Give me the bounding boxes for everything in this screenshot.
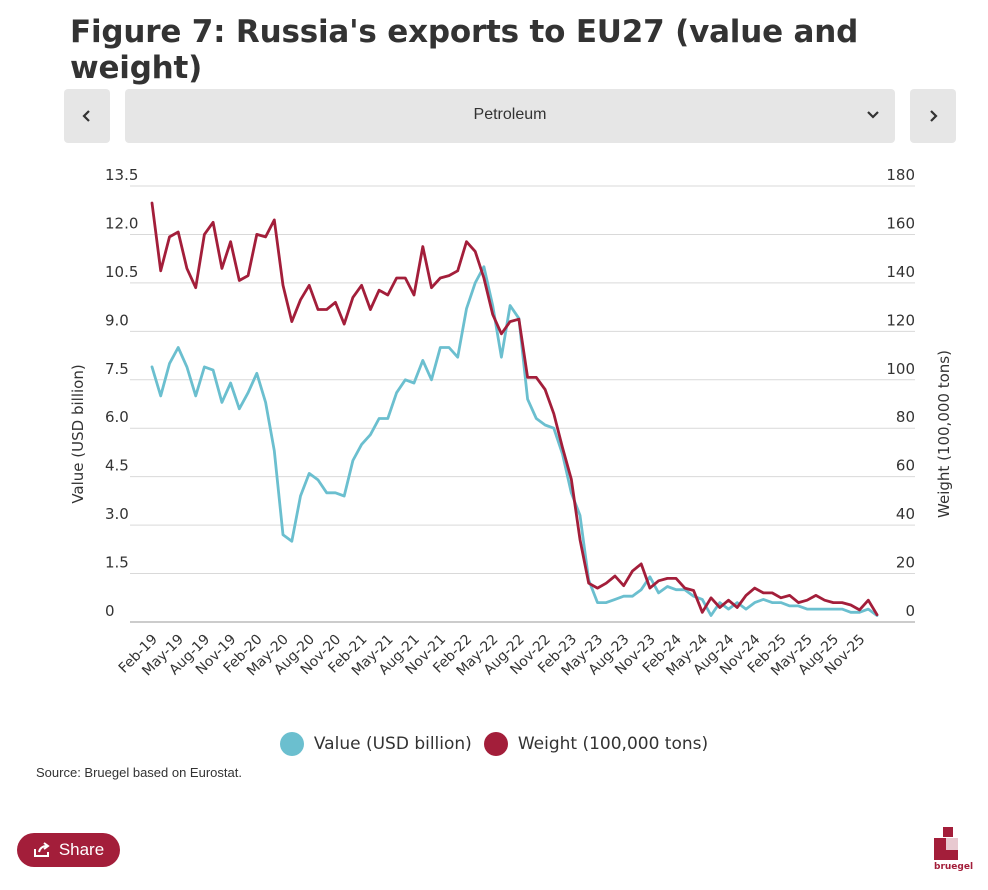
y-tick-label-right: 40 bbox=[896, 505, 915, 523]
y-tick-label-left: 13.5 bbox=[105, 166, 138, 184]
y-tick-label-left: 4.5 bbox=[105, 457, 129, 475]
chart-series bbox=[150, 201, 879, 617]
category-select[interactable]: Petroleum bbox=[125, 89, 895, 143]
x-axis-ticks: Feb-19May-19Aug-19Nov-19Feb-20May-20Aug-… bbox=[116, 631, 869, 679]
chevron-right-icon bbox=[930, 110, 938, 122]
series-line-value bbox=[150, 265, 879, 617]
y-tick-label-right: 160 bbox=[886, 214, 915, 232]
y-tick-label-right: 100 bbox=[886, 360, 915, 378]
chevron-left-icon bbox=[82, 110, 90, 122]
legend-label-value: Value (USD billion) bbox=[313, 734, 472, 754]
chart: 0 1.5 3.0 4.5 6.0 7.5 9.0 10.5 12.0 13.5 0 20 40 60 8… bbox=[69, 166, 953, 679]
y-tick-label-right: 180 bbox=[886, 166, 915, 184]
category-select-value: Petroleum bbox=[473, 106, 547, 123]
y-tick-label-left: 0 bbox=[105, 602, 115, 620]
share-icon bbox=[33, 842, 51, 858]
y-axis-label-left: Value (USD billion) bbox=[69, 364, 87, 503]
y-tick-label-left: 3.0 bbox=[105, 505, 129, 523]
share-label: Share bbox=[58, 840, 105, 859]
left-axis-ticks: 0 1.5 3.0 4.5 6.0 7.5 9.0 10.5 12.0 13.5 bbox=[105, 166, 138, 620]
legend-swatch-value bbox=[279, 732, 304, 756]
y-tick-label-left: 1.5 bbox=[105, 554, 129, 572]
y-tick-label-right: 0 bbox=[905, 602, 915, 620]
y-tick-label-left: 7.5 bbox=[105, 360, 129, 378]
next-button[interactable] bbox=[910, 89, 956, 143]
y-axis-label-right: Weight (100,000 tons) bbox=[935, 350, 953, 518]
chart-grid bbox=[130, 185, 915, 623]
legend: Value (USD billion) Weight (100,000 tons… bbox=[0, 732, 988, 756]
y-tick-label-right: 120 bbox=[886, 311, 915, 329]
bruegel-logo[interactable] bbox=[930, 826, 970, 874]
page-title: Figure 7: Russia's exports to EU27 (valu… bbox=[70, 14, 859, 86]
chevron-down-icon bbox=[867, 111, 879, 119]
y-tick-label-left: 12.0 bbox=[105, 214, 138, 232]
legend-swatch-weight bbox=[483, 732, 508, 756]
y-tick-label-right: 80 bbox=[896, 408, 915, 426]
source-note: Source: Bruegel based on Eurostat. bbox=[36, 765, 242, 780]
y-tick-label-right: 140 bbox=[886, 263, 915, 281]
legend-item-value[interactable]: Value (USD billion) bbox=[279, 732, 472, 756]
series-line-weight bbox=[150, 201, 879, 617]
y-tick-label-left: 9.0 bbox=[105, 311, 129, 329]
legend-item-weight[interactable]: Weight (100,000 tons) bbox=[483, 732, 709, 756]
y-tick-label-left: 6.0 bbox=[105, 408, 129, 426]
legend-label-weight: Weight (100,000 tons) bbox=[517, 734, 709, 754]
logo-text: bruegel bbox=[934, 862, 974, 872]
right-axis-ticks: 0 20 40 60 80 100 120 140 160 180 bbox=[886, 166, 915, 620]
previous-button[interactable] bbox=[64, 89, 110, 143]
y-tick-label-left: 10.5 bbox=[105, 263, 138, 281]
share-button[interactable]: Share bbox=[17, 833, 120, 867]
y-tick-label-right: 20 bbox=[896, 554, 915, 572]
y-tick-label-right: 60 bbox=[896, 457, 915, 475]
